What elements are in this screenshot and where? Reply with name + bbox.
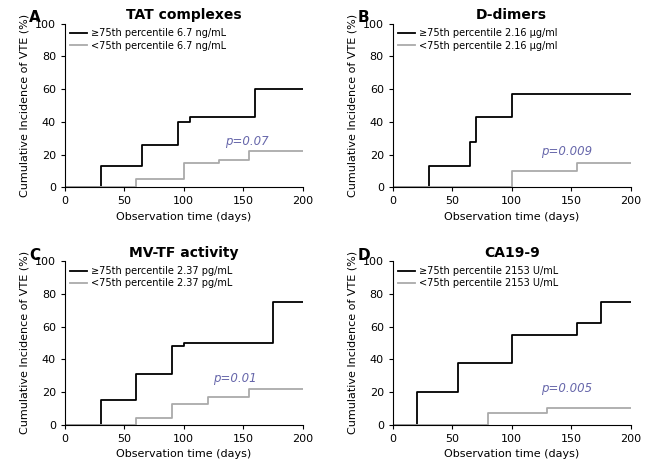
Y-axis label: Cumulative Incidence of VTE (%): Cumulative Incidence of VTE (%) xyxy=(20,14,29,197)
Legend: ≥75th percentile 2.16 μg/ml, <75th percentile 2.16 μg/ml: ≥75th percentile 2.16 μg/ml, <75th perce… xyxy=(396,26,560,53)
Legend: ≥75th percentile 2153 U/mL, <75th percentile 2153 U/mL: ≥75th percentile 2153 U/mL, <75th percen… xyxy=(396,264,560,290)
Text: p=0.005: p=0.005 xyxy=(541,382,593,395)
Legend: ≥75th percentile 2.37 pg/mL, <75th percentile 2.37 pg/mL: ≥75th percentile 2.37 pg/mL, <75th perce… xyxy=(68,264,235,290)
Y-axis label: Cumulative Incidence of VTE (%): Cumulative Incidence of VTE (%) xyxy=(347,252,358,435)
X-axis label: Observation time (days): Observation time (days) xyxy=(116,212,252,222)
Text: p=0.01: p=0.01 xyxy=(213,372,257,385)
X-axis label: Observation time (days): Observation time (days) xyxy=(444,212,579,222)
Legend: ≥75th percentile 6.7 ng/mL, <75th percentile 6.7 ng/mL: ≥75th percentile 6.7 ng/mL, <75th percen… xyxy=(68,26,228,53)
Text: A: A xyxy=(29,10,41,25)
X-axis label: Observation time (days): Observation time (days) xyxy=(444,449,579,459)
X-axis label: Observation time (days): Observation time (days) xyxy=(116,449,252,459)
Text: B: B xyxy=(358,10,369,25)
Title: MV-TF activity: MV-TF activity xyxy=(129,246,239,260)
Text: D: D xyxy=(358,248,370,263)
Title: TAT complexes: TAT complexes xyxy=(126,8,242,23)
Title: D-dimers: D-dimers xyxy=(476,8,547,23)
Text: C: C xyxy=(29,248,40,263)
Y-axis label: Cumulative Incidence of VTE (%): Cumulative Incidence of VTE (%) xyxy=(347,14,358,197)
Y-axis label: Cumulative Incidence of VTE (%): Cumulative Incidence of VTE (%) xyxy=(20,252,29,435)
Title: CA19-9: CA19-9 xyxy=(484,246,540,260)
Text: p=0.07: p=0.07 xyxy=(226,135,269,148)
Text: p=0.009: p=0.009 xyxy=(541,144,593,158)
